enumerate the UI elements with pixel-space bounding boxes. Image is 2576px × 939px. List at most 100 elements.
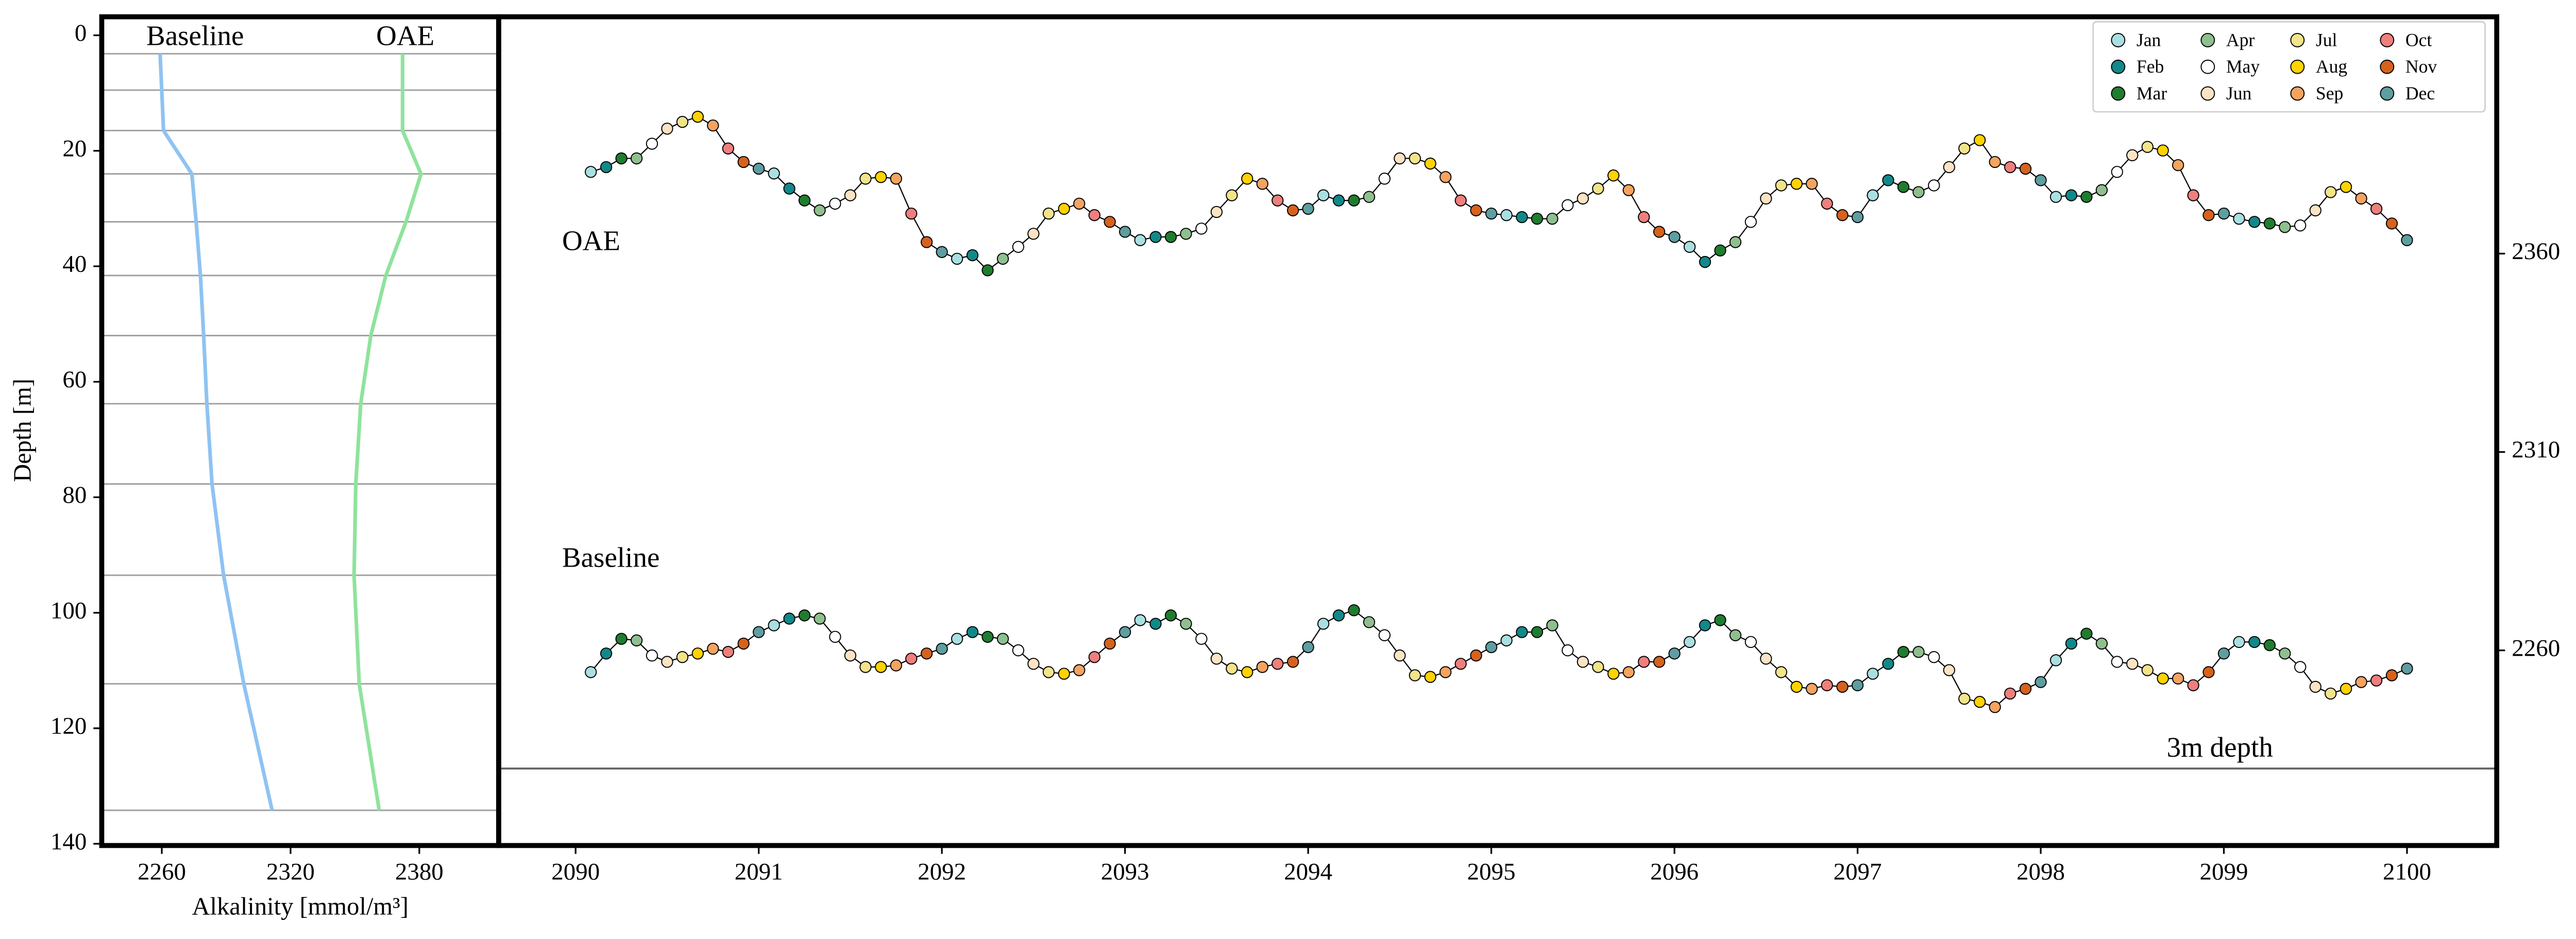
- data-point: [844, 649, 857, 662]
- data-point: [2294, 219, 2307, 232]
- data-point: [1409, 669, 1421, 681]
- data-point: [1134, 234, 1146, 246]
- series-label: OAE: [562, 225, 620, 256]
- legend-marker: [2290, 86, 2305, 101]
- data-point: [1912, 645, 1925, 658]
- data-point: [1134, 614, 1146, 626]
- data-point: [1424, 157, 1436, 170]
- data-point: [2172, 672, 2184, 685]
- data-point: [2325, 186, 2337, 198]
- data-point: [2340, 181, 2352, 193]
- data-point: [1912, 186, 1925, 198]
- y-tick-label: 60: [62, 366, 87, 393]
- axes-frame: [496, 14, 2500, 848]
- data-point: [1562, 644, 1574, 657]
- profile-line: [158, 54, 274, 811]
- data-point: [1638, 656, 1650, 668]
- data-point: [646, 138, 658, 150]
- data-point: [1394, 152, 1406, 165]
- data-point: [1821, 197, 1833, 210]
- data-point: [1210, 206, 1223, 218]
- data-point: [1653, 226, 1666, 238]
- data-point: [2233, 212, 2245, 225]
- x-axis-label: Alkalinity [mmol/m³]: [192, 893, 408, 920]
- data-point: [2080, 191, 2093, 203]
- legend-marker: [2380, 86, 2395, 101]
- data-point: [1027, 658, 1040, 670]
- y-axis-label: Depth [m]: [9, 379, 37, 482]
- data-point: [1500, 209, 1513, 221]
- data-point: [814, 204, 826, 217]
- data-point: [1104, 637, 1116, 650]
- data-point: [2340, 682, 2352, 695]
- data-point: [1119, 626, 1131, 638]
- data-point: [1806, 178, 1818, 190]
- legend-label: Jul: [2316, 29, 2337, 50]
- data-point: [1164, 231, 1177, 243]
- data-point: [2309, 204, 2321, 217]
- data-point: [722, 645, 734, 658]
- data-point: [661, 656, 673, 668]
- data-point: [1973, 134, 1986, 146]
- data-point: [691, 647, 704, 660]
- data-point: [1286, 204, 1299, 217]
- data-point: [1729, 629, 1742, 641]
- data-point: [676, 651, 689, 663]
- data-point: [1241, 173, 1253, 185]
- data-point: [2248, 216, 2261, 228]
- data-point: [2126, 149, 2139, 162]
- data-point: [1470, 204, 1482, 217]
- data-point: [844, 189, 857, 201]
- data-point: [1363, 191, 1376, 203]
- data-point: [1836, 680, 1849, 693]
- data-point: [1180, 228, 1192, 240]
- data-point: [768, 167, 780, 180]
- series-label: Baseline: [146, 20, 244, 51]
- y-tick-label: 120: [50, 713, 87, 740]
- legend-marker: [2111, 32, 2126, 47]
- data-point: [2049, 191, 2062, 203]
- data-point: [1714, 614, 1726, 626]
- data-point: [1882, 174, 1894, 186]
- legend-marker: [2380, 59, 2395, 74]
- data-point: [1607, 668, 1620, 680]
- data-point: [1851, 211, 1864, 224]
- data-point: [1256, 661, 1268, 673]
- data-point: [1164, 609, 1177, 622]
- data-point: [951, 252, 963, 265]
- data-point: [1897, 181, 1910, 193]
- plot-layer: Baseline OAE 0 20 40 60 80 100 120 140 2260 2320 238…: [9, 14, 2560, 920]
- data-point: [966, 626, 979, 638]
- data-point: [1577, 192, 1589, 204]
- data-point: [1424, 671, 1436, 683]
- data-point: [2263, 639, 2276, 652]
- legend-label: Dec: [2405, 83, 2435, 104]
- data-point: [1332, 194, 1345, 207]
- data-point: [905, 207, 918, 220]
- data-point: [1348, 604, 1360, 617]
- data-point: [1836, 209, 1849, 221]
- data-point: [2019, 162, 2032, 175]
- data-point: [1454, 194, 1467, 207]
- series-label: Baseline: [562, 542, 659, 573]
- data-point: [1531, 212, 1544, 225]
- data-point: [1653, 656, 1666, 668]
- data-point: [1378, 173, 1391, 185]
- y-tick-label: 40: [62, 251, 87, 278]
- data-point: [753, 162, 765, 175]
- data-point: [1577, 656, 1589, 668]
- x-tick-label: 2100: [2383, 858, 2431, 885]
- legend-label: Apr: [2226, 29, 2255, 50]
- data-point: [1149, 618, 1162, 630]
- data-point: [1439, 666, 1452, 678]
- x-tick-label: 2092: [918, 858, 966, 885]
- data-point: [783, 612, 795, 625]
- legend-marker: [2380, 32, 2395, 47]
- data-point: [1317, 189, 1330, 201]
- data-point: [1806, 682, 1818, 695]
- data-point: [2202, 666, 2215, 678]
- data-point: [966, 249, 979, 262]
- data-point: [691, 111, 704, 123]
- data-point: [600, 647, 613, 660]
